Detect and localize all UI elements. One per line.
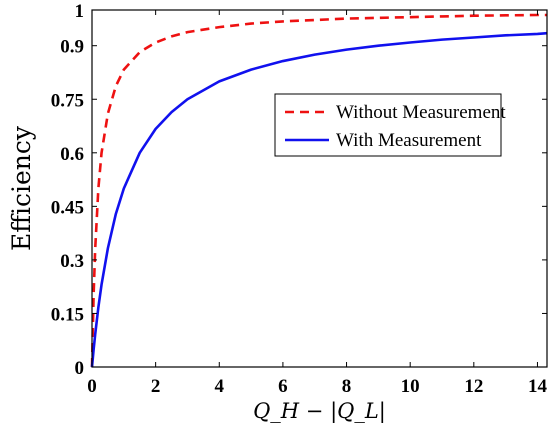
y-tick-label: 0.75 — [51, 90, 84, 111]
x-tick-label: 10 — [401, 376, 420, 397]
series-line-with-measurement — [90, 31, 548, 368]
x-tick-label: 0 — [87, 376, 97, 397]
y-tick-label: 0.3 — [60, 251, 84, 272]
x-tick-label: 12 — [464, 376, 483, 397]
y-axis-label: Efficiency — [7, 125, 36, 251]
x-tick-label: 4 — [215, 376, 225, 397]
legend-box — [274, 93, 502, 157]
series-layer — [90, 13, 548, 368]
y-tick-label: 1 — [75, 1, 85, 22]
x-tick-label: 2 — [151, 376, 161, 397]
plot-area-frame — [91, 9, 548, 368]
series-line-without-measurement — [90, 13, 547, 368]
y-tick-label: 0.6 — [60, 144, 84, 165]
x-tick-label: 6 — [278, 376, 288, 397]
x-tick-label: 14 — [528, 376, 548, 397]
legend-label-without-measurement: Without Measurement — [336, 102, 506, 123]
legend: Without Measurement With Measurement — [274, 93, 506, 157]
legend-label-with-measurement: With Measurement — [336, 130, 482, 151]
ticks-layer: 0 2 4 6 8 10 12 14 0 0.15 0.3 0.45 0.6 0.75 0.9 1 — [51, 1, 548, 397]
y-tick-label: 0.45 — [51, 197, 84, 218]
y-tick-label: 0.9 — [60, 37, 84, 58]
y-tick-label: 0 — [75, 358, 85, 379]
x-tick-label: 8 — [342, 376, 352, 397]
x-axis-label: Q_H − |Q_L| — [253, 399, 386, 424]
y-tick-label: 0.15 — [51, 304, 84, 325]
